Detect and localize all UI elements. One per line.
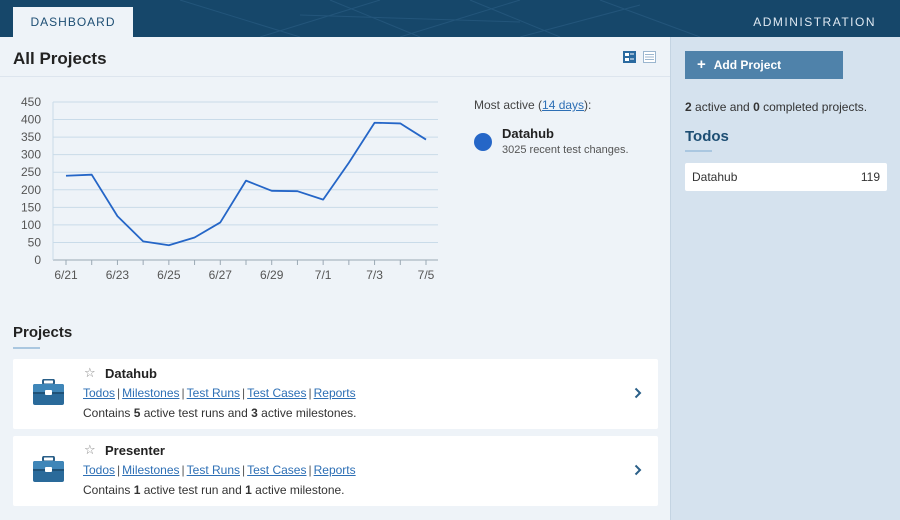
active-milestones-count: 1 bbox=[245, 483, 252, 497]
link-todos[interactable]: Todos bbox=[83, 463, 116, 477]
briefcase-icon bbox=[33, 455, 64, 487]
briefcase-icon bbox=[33, 378, 64, 410]
todo-row[interactable]: Datahub 119 bbox=[685, 163, 887, 191]
y-tick-label: 50 bbox=[28, 235, 42, 249]
star-icon[interactable]: ☆ bbox=[84, 365, 96, 380]
plus-icon: + bbox=[697, 56, 706, 73]
link-todos[interactable]: Todos bbox=[83, 386, 116, 400]
desc-prefix: Contains bbox=[83, 406, 134, 420]
x-tick-label: 7/1 bbox=[315, 268, 332, 282]
view-toggle bbox=[623, 50, 659, 68]
y-tick-label: 100 bbox=[21, 218, 41, 232]
x-tick-label: 6/23 bbox=[106, 268, 130, 282]
link-milestones[interactable]: Milestones bbox=[122, 463, 180, 477]
most-active-prefix: Most active ( bbox=[474, 98, 543, 112]
page-title: All Projects bbox=[13, 49, 107, 68]
project-name: Datahub bbox=[105, 366, 157, 381]
series-line bbox=[65, 121, 427, 247]
completed-count: 0 bbox=[753, 100, 760, 114]
project-links: Todos | Milestones | Test Runs | Test Cases | Re… bbox=[83, 386, 356, 400]
todos-heading-underline bbox=[685, 150, 712, 152]
projects-heading-underline bbox=[13, 347, 40, 349]
add-project-button[interactable]: + Add Project bbox=[685, 51, 843, 79]
x-tick-label: 6/29 bbox=[260, 268, 284, 282]
link-test-runs[interactable]: Test Runs bbox=[186, 463, 240, 477]
active-runs-count: 1 bbox=[133, 483, 141, 497]
y-tick-label: 350 bbox=[21, 130, 41, 144]
project-card-datahub[interactable]: ☆ Datahub Todos | Milestones | Test Runs | Tes… bbox=[13, 359, 658, 429]
project-links: Todos | Milestones | Test Runs | Test Cases | Re… bbox=[83, 463, 356, 477]
projects-heading: Projects bbox=[13, 324, 73, 341]
y-tick-label: 0 bbox=[34, 253, 41, 267]
main-content: All Projects 0 50 100 150 200 250 300 350 400 450… bbox=[0, 37, 670, 520]
activity-chart: 0 50 100 150 200 250 300 350 400 450 6/21 6/23 6/25 6… bbox=[21, 95, 438, 282]
top-navigation: DASHBOARD ADMINISTRATION bbox=[0, 0, 900, 37]
projects-summary: 2 active and 0 completed projects. bbox=[685, 100, 867, 114]
legend-description: 3025 recent test changes. bbox=[502, 144, 629, 156]
tab-dashboard[interactable]: DASHBOARD bbox=[13, 7, 133, 37]
x-tick-label: 6/27 bbox=[209, 268, 233, 282]
list-view-icon[interactable] bbox=[643, 50, 657, 68]
link-reports[interactable]: Reports bbox=[313, 386, 356, 400]
star-icon[interactable]: ☆ bbox=[84, 442, 96, 457]
active-milestones-count: 3 bbox=[251, 406, 258, 420]
nav-background-pattern bbox=[179, 0, 701, 37]
link-test-cases[interactable]: Test Cases bbox=[247, 386, 307, 400]
todos-heading: Todos bbox=[685, 128, 729, 145]
todo-project-name: Datahub bbox=[692, 170, 738, 184]
link-reports[interactable]: Reports bbox=[313, 463, 356, 477]
y-tick-label: 150 bbox=[21, 200, 41, 214]
chevron-right-icon[interactable] bbox=[634, 463, 642, 481]
desc-middle: active test runs and bbox=[140, 406, 252, 420]
title-divider bbox=[0, 76, 670, 77]
legend-project-name: Datahub bbox=[502, 126, 554, 141]
x-tick-label: 7/5 bbox=[418, 268, 435, 282]
most-active-label: Most active (14 days): bbox=[474, 98, 591, 112]
sidebar: + Add Project 2 active and 0 completed pr… bbox=[670, 37, 900, 520]
most-active-suffix: ): bbox=[584, 98, 592, 112]
x-tick-label: 7/3 bbox=[366, 268, 383, 282]
desc-prefix: Contains bbox=[83, 483, 134, 497]
desc-suffix: active milestones. bbox=[257, 406, 357, 420]
chevron-right-icon[interactable] bbox=[634, 386, 642, 404]
completed-text: completed projects. bbox=[759, 100, 868, 114]
tab-administration[interactable]: ADMINISTRATION bbox=[753, 15, 876, 29]
project-name: Presenter bbox=[105, 443, 165, 458]
project-description: Contains 1 active test run and 1 active … bbox=[83, 483, 345, 497]
desc-middle: active test run and bbox=[140, 483, 246, 497]
link-milestones[interactable]: Milestones bbox=[122, 386, 180, 400]
link-test-cases[interactable]: Test Cases bbox=[247, 463, 307, 477]
active-runs-count: 5 bbox=[133, 406, 141, 420]
x-tick-label: 6/25 bbox=[157, 268, 181, 282]
y-tick-label: 450 bbox=[21, 95, 41, 109]
link-test-runs[interactable]: Test Runs bbox=[186, 386, 240, 400]
y-tick-label: 200 bbox=[21, 183, 41, 197]
y-tick-label: 300 bbox=[21, 148, 41, 162]
add-project-label: Add Project bbox=[713, 58, 782, 72]
period-link[interactable]: 14 days bbox=[542, 98, 585, 112]
y-tick-label: 250 bbox=[21, 165, 41, 179]
x-tick-label: 6/21 bbox=[54, 268, 78, 282]
desc-suffix: active milestone. bbox=[251, 483, 345, 497]
y-tick-label: 400 bbox=[21, 113, 41, 127]
compact-view-icon[interactable] bbox=[623, 50, 636, 68]
project-description: Contains 5 active test runs and 3 active… bbox=[83, 406, 357, 420]
active-text: active and bbox=[691, 100, 754, 114]
legend-color-dot bbox=[474, 133, 492, 151]
project-card-presenter[interactable]: ☆ Presenter Todos | Milestones | Test Runs | T… bbox=[13, 436, 658, 506]
todo-count: 119 bbox=[860, 170, 880, 184]
active-count: 2 bbox=[685, 100, 692, 114]
